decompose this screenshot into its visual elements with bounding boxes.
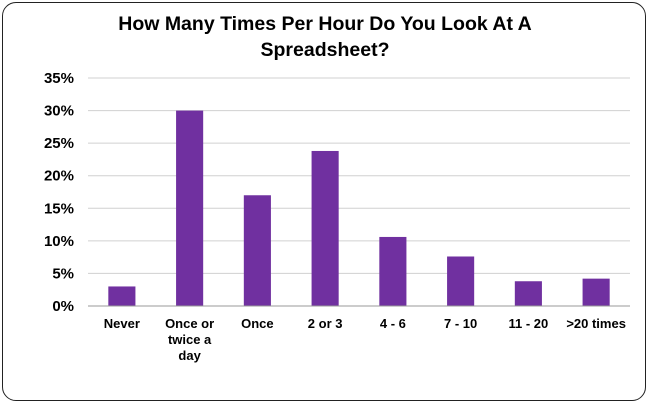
x-tick-label-line: 4 - 6 (380, 316, 406, 331)
x-tick-label-line: Once (241, 316, 274, 331)
chart-title-line-1: How Many Times Per Hour Do You Look At A (118, 13, 532, 35)
chart-title-line-2: Spreadsheet? (261, 39, 390, 61)
bar (379, 236, 407, 306)
y-tick-label: 30% (44, 103, 74, 120)
y-tick-label: 20% (44, 168, 74, 185)
bar (514, 281, 542, 306)
x-tick-label: 11 - 20 (508, 316, 548, 331)
bar (582, 278, 610, 306)
y-tick-label: 25% (44, 135, 74, 152)
bar (447, 256, 475, 306)
x-tick-label: Once (241, 316, 274, 331)
y-tick-label: 5% (52, 265, 74, 282)
x-tick-label: Never (104, 316, 140, 331)
y-tick-label: 15% (44, 200, 74, 217)
bars (108, 110, 610, 306)
bar (108, 286, 136, 306)
bar (311, 150, 339, 306)
x-tick-label-line: 11 - 20 (508, 316, 548, 331)
y-tick-label: 0% (52, 298, 74, 315)
gridlines (88, 77, 630, 274)
x-tick-label-line: day (178, 348, 201, 363)
y-tick-label: 35% (44, 70, 74, 87)
bar (243, 195, 271, 306)
x-tick-label: 4 - 6 (380, 316, 406, 331)
x-tick-label: Once or twice a day (165, 316, 214, 363)
y-axis-ticks: 0% 5% 10% 15% 20% 25% 30% 35% (44, 70, 74, 315)
x-tick-label-line: twice a (168, 332, 212, 347)
x-axis-labels: Never Once or twice a day Once 2 or 3 4 - 6 7 -… (104, 316, 626, 363)
x-tick-label: 2 or 3 (308, 316, 343, 331)
x-tick-label-line: Once or (165, 316, 214, 331)
x-tick-label: >20 times (566, 316, 626, 331)
x-tick-label-line: 7 - 10 (444, 316, 477, 331)
x-tick-label: 7 - 10 (444, 316, 477, 331)
x-tick-label-line: 2 or 3 (308, 316, 343, 331)
x-tick-label-line: Never (104, 316, 140, 331)
x-tick-label-line: >20 times (566, 316, 626, 331)
y-tick-label: 10% (44, 233, 74, 250)
bar (176, 110, 204, 306)
